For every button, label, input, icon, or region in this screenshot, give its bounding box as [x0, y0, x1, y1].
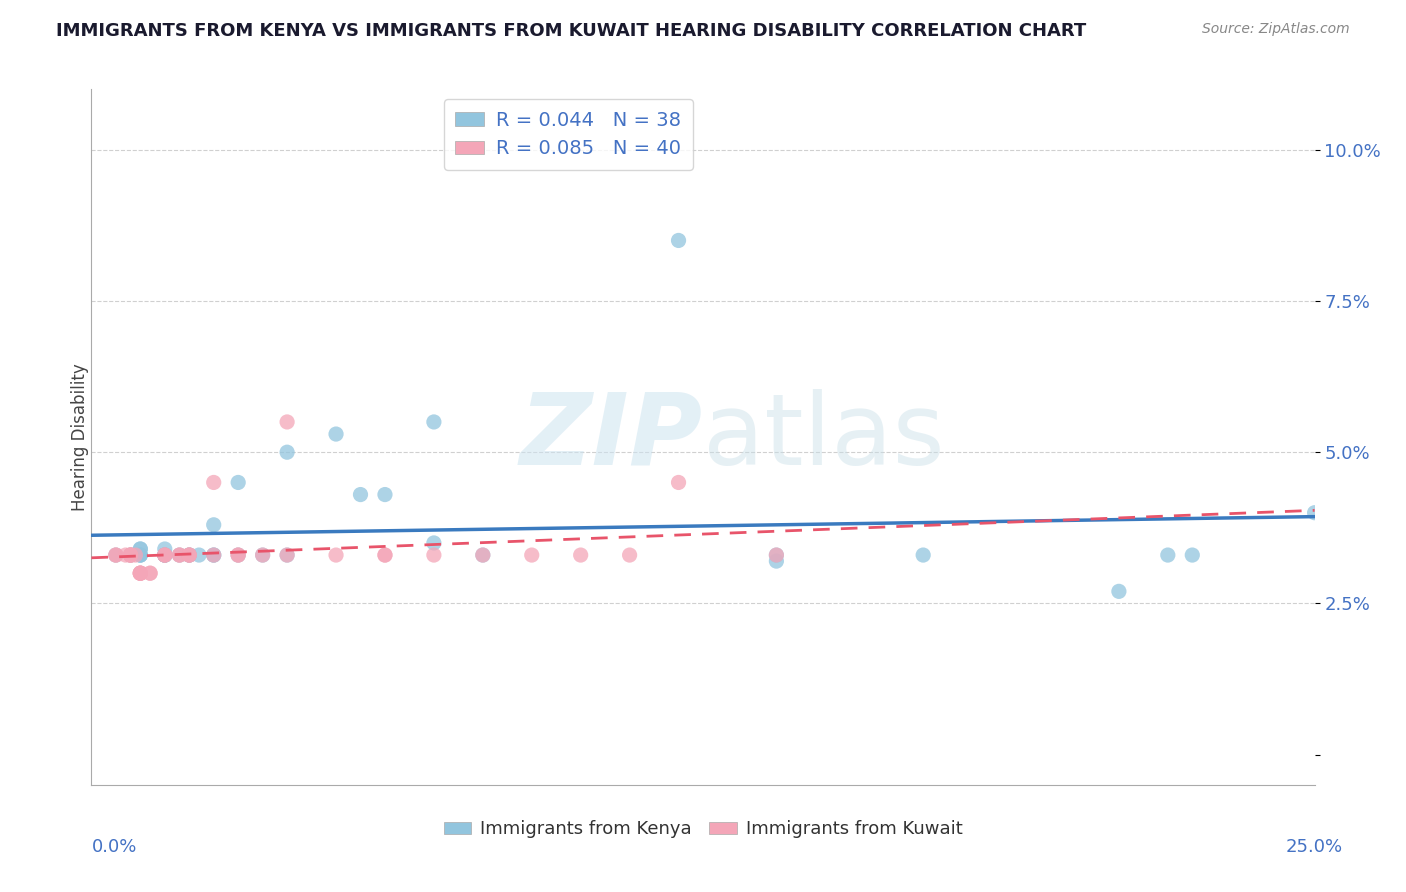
- Point: [325, 548, 347, 562]
- Point: [129, 548, 152, 562]
- Point: [169, 548, 191, 562]
- Point: [1108, 584, 1130, 599]
- Point: [226, 475, 249, 490]
- Point: [120, 548, 142, 562]
- Point: [276, 548, 298, 562]
- Point: [129, 541, 152, 556]
- Point: [765, 554, 787, 568]
- Point: [139, 566, 162, 581]
- Point: [129, 566, 152, 581]
- Point: [374, 487, 396, 501]
- Point: [202, 548, 225, 562]
- Point: [104, 548, 127, 562]
- Point: [153, 541, 176, 556]
- Point: [124, 548, 146, 562]
- Point: [276, 415, 298, 429]
- Point: [104, 548, 127, 562]
- Y-axis label: Hearing Disability: Hearing Disability: [72, 363, 89, 511]
- Point: [423, 536, 446, 550]
- Point: [153, 548, 176, 562]
- Point: [202, 548, 225, 562]
- Point: [374, 548, 396, 562]
- Point: [202, 475, 225, 490]
- Point: [912, 548, 935, 562]
- Point: [129, 548, 152, 562]
- Point: [120, 548, 142, 562]
- Point: [349, 487, 371, 501]
- Point: [129, 566, 152, 581]
- Point: [276, 445, 298, 459]
- Point: [179, 548, 201, 562]
- Point: [179, 548, 201, 562]
- Point: [668, 234, 690, 248]
- Point: [129, 541, 152, 556]
- Point: [765, 548, 787, 562]
- Point: [471, 548, 494, 562]
- Text: Source: ZipAtlas.com: Source: ZipAtlas.com: [1202, 22, 1350, 37]
- Point: [120, 548, 142, 562]
- Point: [1303, 506, 1326, 520]
- Point: [188, 548, 211, 562]
- Point: [129, 566, 152, 581]
- Text: ZIP: ZIP: [520, 389, 703, 485]
- Point: [202, 517, 225, 532]
- Point: [423, 415, 446, 429]
- Point: [169, 548, 191, 562]
- Point: [179, 548, 201, 562]
- Point: [129, 566, 152, 581]
- Point: [104, 548, 127, 562]
- Point: [153, 548, 176, 562]
- Text: atlas: atlas: [703, 389, 945, 485]
- Point: [252, 548, 274, 562]
- Point: [153, 548, 176, 562]
- Text: IMMIGRANTS FROM KENYA VS IMMIGRANTS FROM KUWAIT HEARING DISABILITY CORRELATION C: IMMIGRANTS FROM KENYA VS IMMIGRANTS FROM…: [56, 22, 1087, 40]
- Point: [114, 548, 136, 562]
- Point: [139, 566, 162, 581]
- Point: [619, 548, 641, 562]
- Point: [569, 548, 592, 562]
- Point: [169, 548, 191, 562]
- Point: [1181, 548, 1204, 562]
- Point: [226, 548, 249, 562]
- Text: 25.0%: 25.0%: [1285, 838, 1343, 856]
- Point: [325, 427, 347, 442]
- Point: [202, 548, 225, 562]
- Point: [120, 548, 142, 562]
- Point: [179, 548, 201, 562]
- Legend: Immigrants from Kenya, Immigrants from Kuwait: Immigrants from Kenya, Immigrants from K…: [436, 814, 970, 846]
- Point: [120, 548, 142, 562]
- Point: [276, 548, 298, 562]
- Point: [129, 548, 152, 562]
- Point: [226, 548, 249, 562]
- Point: [153, 548, 176, 562]
- Point: [129, 566, 152, 581]
- Point: [226, 548, 249, 562]
- Point: [374, 548, 396, 562]
- Point: [668, 475, 690, 490]
- Point: [153, 548, 176, 562]
- Point: [520, 548, 543, 562]
- Point: [153, 548, 176, 562]
- Point: [1157, 548, 1180, 562]
- Text: 0.0%: 0.0%: [91, 838, 136, 856]
- Point: [179, 548, 201, 562]
- Point: [252, 548, 274, 562]
- Point: [765, 548, 787, 562]
- Point: [471, 548, 494, 562]
- Point: [153, 548, 176, 562]
- Point: [423, 548, 446, 562]
